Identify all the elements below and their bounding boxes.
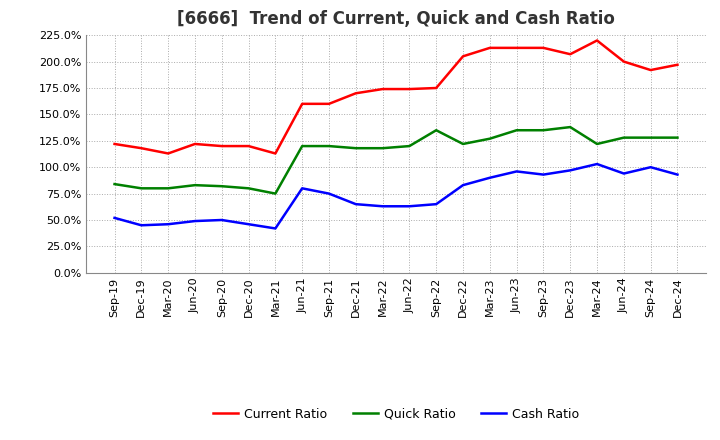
- Quick Ratio: [110, 181, 119, 187]
- Quick Ratio: [647, 135, 655, 140]
- Quick Ratio: [593, 141, 601, 147]
- Cash Ratio: [673, 172, 682, 177]
- Current Ratio: [110, 141, 119, 147]
- Cash Ratio: [593, 161, 601, 167]
- Current Ratio: [459, 54, 467, 59]
- Quick Ratio: [137, 186, 145, 191]
- Current Ratio: [298, 101, 307, 106]
- Current Ratio: [647, 67, 655, 73]
- Current Ratio: [432, 85, 441, 91]
- Current Ratio: [619, 59, 628, 64]
- Current Ratio: [271, 151, 279, 156]
- Cash Ratio: [647, 165, 655, 170]
- Cash Ratio: [539, 172, 548, 177]
- Current Ratio: [244, 143, 253, 149]
- Quick Ratio: [619, 135, 628, 140]
- Quick Ratio: [513, 128, 521, 133]
- Cash Ratio: [137, 223, 145, 228]
- Quick Ratio: [485, 136, 494, 141]
- Quick Ratio: [325, 143, 333, 149]
- Quick Ratio: [405, 143, 414, 149]
- Current Ratio: [325, 101, 333, 106]
- Current Ratio: [191, 141, 199, 147]
- Cash Ratio: [566, 168, 575, 173]
- Quick Ratio: [164, 186, 173, 191]
- Cash Ratio: [378, 204, 387, 209]
- Quick Ratio: [271, 191, 279, 196]
- Current Ratio: [485, 45, 494, 51]
- Quick Ratio: [191, 183, 199, 188]
- Cash Ratio: [164, 222, 173, 227]
- Current Ratio: [137, 146, 145, 151]
- Title: [6666]  Trend of Current, Quick and Cash Ratio: [6666] Trend of Current, Quick and Cash …: [177, 10, 615, 28]
- Cash Ratio: [351, 202, 360, 207]
- Current Ratio: [539, 45, 548, 51]
- Current Ratio: [593, 38, 601, 43]
- Current Ratio: [673, 62, 682, 67]
- Cash Ratio: [271, 226, 279, 231]
- Quick Ratio: [539, 128, 548, 133]
- Quick Ratio: [566, 125, 575, 130]
- Quick Ratio: [432, 128, 441, 133]
- Current Ratio: [217, 143, 226, 149]
- Cash Ratio: [217, 217, 226, 223]
- Cash Ratio: [191, 218, 199, 224]
- Cash Ratio: [405, 204, 414, 209]
- Current Ratio: [513, 45, 521, 51]
- Quick Ratio: [244, 186, 253, 191]
- Line: Cash Ratio: Cash Ratio: [114, 164, 678, 228]
- Cash Ratio: [325, 191, 333, 196]
- Quick Ratio: [378, 146, 387, 151]
- Cash Ratio: [619, 171, 628, 176]
- Line: Current Ratio: Current Ratio: [114, 40, 678, 154]
- Cash Ratio: [110, 215, 119, 220]
- Quick Ratio: [459, 141, 467, 147]
- Current Ratio: [378, 86, 387, 92]
- Line: Quick Ratio: Quick Ratio: [114, 127, 678, 194]
- Cash Ratio: [513, 169, 521, 174]
- Cash Ratio: [432, 202, 441, 207]
- Quick Ratio: [351, 146, 360, 151]
- Current Ratio: [405, 86, 414, 92]
- Current Ratio: [566, 51, 575, 57]
- Cash Ratio: [244, 222, 253, 227]
- Current Ratio: [351, 91, 360, 96]
- Current Ratio: [164, 151, 173, 156]
- Quick Ratio: [298, 143, 307, 149]
- Cash Ratio: [459, 183, 467, 188]
- Cash Ratio: [485, 175, 494, 180]
- Quick Ratio: [673, 135, 682, 140]
- Cash Ratio: [298, 186, 307, 191]
- Quick Ratio: [217, 183, 226, 189]
- Legend: Current Ratio, Quick Ratio, Cash Ratio: Current Ratio, Quick Ratio, Cash Ratio: [208, 403, 584, 425]
